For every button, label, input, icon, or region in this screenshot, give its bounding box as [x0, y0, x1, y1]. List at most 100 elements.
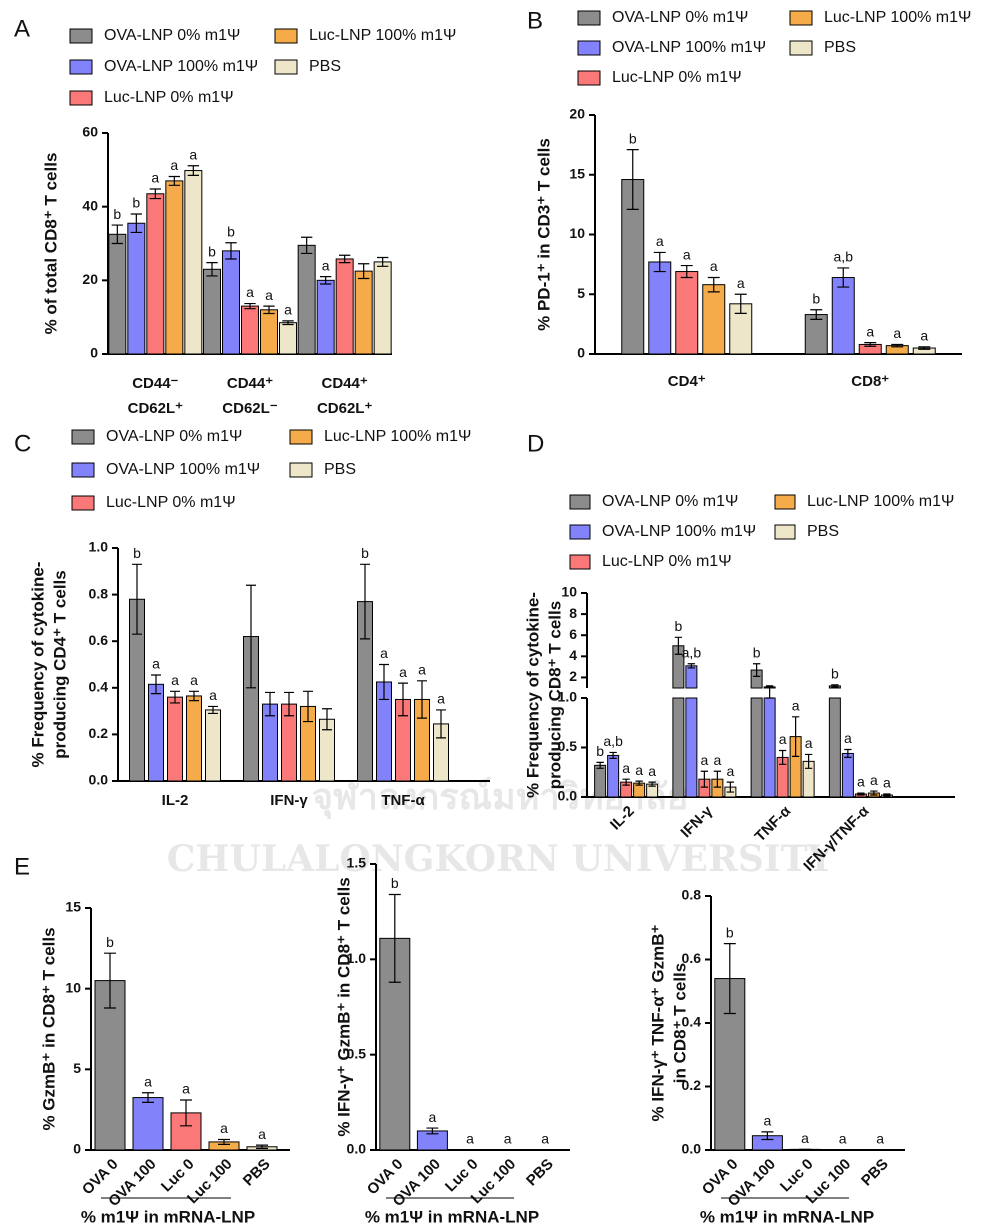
significance-letter: b	[132, 195, 140, 211]
legend-label: OVA-LNP 100% m1Ψ	[106, 461, 260, 478]
significance-letter: b	[227, 223, 235, 239]
legend-label: Luc-LNP 0% m1Ψ	[612, 69, 742, 86]
significance-letter: a	[144, 1073, 152, 1089]
significance-letter: a	[429, 1109, 437, 1125]
significance-letter: a	[635, 762, 643, 778]
x-tick-label: CD44⁺	[322, 375, 368, 392]
significance-letter: a	[737, 275, 745, 291]
panel-label: D	[527, 430, 544, 457]
bar	[298, 245, 315, 354]
y-axis-title: % IFN-γ⁺ TNF-α⁺ GzmB⁺	[648, 924, 667, 1121]
y-tick-label: 60	[82, 124, 98, 140]
significance-letter: a,b	[682, 644, 702, 660]
significance-letter: a	[258, 1126, 266, 1142]
significance-letter: b	[726, 924, 734, 940]
significance-letter: a,b	[834, 249, 854, 265]
significance-letter: a	[182, 1081, 190, 1097]
x-tick-label: CD62L⁺	[128, 400, 184, 417]
y-tick-label: 5	[577, 285, 585, 301]
bar	[166, 181, 183, 354]
significance-letter: a	[209, 687, 217, 703]
bar	[649, 262, 671, 354]
bar	[128, 223, 145, 354]
significance-letter: b	[629, 130, 637, 146]
bar	[168, 697, 183, 781]
y-tick-label: 10	[569, 225, 585, 241]
bar	[374, 262, 391, 354]
significance-letter: a	[189, 146, 197, 162]
bar	[355, 271, 372, 354]
significance-letter: a	[284, 302, 292, 318]
legend-label: PBS	[807, 523, 839, 540]
x-tick-label: CD8⁺	[851, 373, 889, 390]
significance-letter: a	[246, 284, 254, 300]
y-axis-title: % GzmB⁺ in CD8⁺ T cells	[39, 927, 58, 1130]
y-axis-title: % of total CD8⁺ T cells	[41, 153, 60, 335]
legend-swatch	[72, 430, 94, 444]
x-tick-label: PBS	[858, 1156, 892, 1190]
y-axis-title: in CD8⁺ T cells	[670, 963, 689, 1083]
significance-letter: a	[870, 772, 878, 788]
y-tick-label: 10	[65, 979, 81, 995]
x-tick-label: TNF-α	[381, 792, 425, 809]
bar	[673, 698, 684, 797]
y-tick-label: 20	[569, 106, 585, 122]
bar	[133, 1098, 163, 1150]
x-axis-title: % m1Ψ in mRNA-LNP	[700, 1207, 874, 1226]
legend-swatch	[275, 60, 297, 74]
bar	[280, 323, 297, 354]
legend-swatch	[775, 495, 795, 509]
y-tick-label: 5	[73, 1060, 81, 1076]
legend-swatch	[290, 463, 312, 477]
significance-letter: a	[170, 157, 178, 173]
bar	[336, 259, 353, 354]
significance-letter: a	[683, 246, 691, 262]
legend-label: Luc-LNP 100% m1Ψ	[324, 428, 471, 445]
legend-label: PBS	[324, 461, 356, 478]
y-tick-label: 0	[577, 345, 585, 361]
bar	[147, 194, 164, 354]
y-tick-label: 40	[82, 197, 98, 213]
significance-letter: b	[391, 875, 399, 891]
significance-letter: a,b	[603, 733, 623, 749]
significance-letter: a	[764, 1113, 772, 1129]
significance-letter: a	[466, 1131, 474, 1147]
y-tick-label: 0	[73, 1141, 81, 1157]
legend-swatch	[790, 41, 812, 55]
bar	[686, 698, 697, 797]
bar	[832, 278, 854, 354]
legend-swatch	[72, 463, 94, 477]
legend-swatch	[578, 71, 600, 85]
legend-swatch	[570, 555, 590, 569]
legend-label: OVA-LNP 100% m1Ψ	[104, 58, 258, 75]
y-tick-label: 0.6	[89, 632, 109, 648]
y-tick-label: 15	[569, 165, 585, 181]
significance-letter: a	[713, 752, 721, 768]
y-tick-label: 4	[569, 647, 577, 663]
legend-label: Luc-LNP 0% m1Ψ	[106, 494, 236, 511]
legend-label: OVA-LNP 100% m1Ψ	[602, 523, 756, 540]
panel-label: A	[14, 15, 30, 42]
y-tick-label: 0.0	[682, 1141, 702, 1157]
bar-upper	[686, 666, 697, 688]
x-tick-label: IL-2	[162, 792, 189, 809]
legend-label: PBS	[824, 39, 856, 56]
x-tick-label: CD44⁺	[227, 375, 273, 392]
significance-letter: b	[753, 644, 761, 660]
panel-label: B	[527, 7, 543, 34]
x-tick-label: CD4⁺	[668, 373, 706, 390]
significance-letter: b	[812, 290, 820, 306]
legend-label: OVA-LNP 0% m1Ψ	[104, 27, 240, 44]
bar	[676, 272, 698, 354]
significance-letter: b	[208, 243, 216, 259]
y-axis-title: % IFN-γ⁺ GzmB⁺ in CD8⁺ T cells	[334, 877, 353, 1136]
y-axis-title: % Frequency of cytokine-	[28, 562, 47, 768]
significance-letter: a	[152, 656, 160, 672]
bar	[185, 171, 202, 354]
bar	[204, 269, 221, 354]
legend-swatch	[70, 91, 92, 105]
legend-swatch	[790, 11, 812, 25]
y-axis-title: producing CD4⁺ T cells	[50, 570, 69, 758]
significance-letter: b	[113, 206, 121, 222]
significance-letter: a	[437, 691, 445, 707]
